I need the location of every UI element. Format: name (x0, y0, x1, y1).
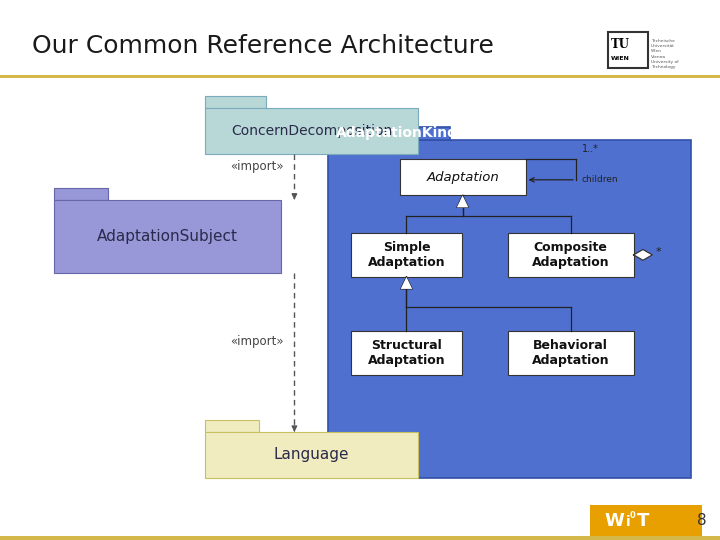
Text: T: T (636, 511, 649, 530)
Text: Our Common Reference Architecture: Our Common Reference Architecture (32, 34, 494, 58)
Bar (54, 188, 108, 200)
Bar (205, 96, 266, 108)
Text: Behavioral
Adaptation: Behavioral Adaptation (532, 339, 609, 367)
Bar (400, 159, 526, 195)
Text: Structural
Adaptation: Structural Adaptation (368, 339, 445, 367)
Bar (0, 75, 720, 78)
Text: «import»: «import» (230, 159, 284, 173)
Bar (0, 536, 720, 540)
Text: Composite
Adaptation: Composite Adaptation (532, 241, 609, 269)
Text: Simple
Adaptation: Simple Adaptation (368, 241, 445, 269)
Text: i: i (626, 515, 631, 529)
Text: children: children (582, 176, 618, 184)
Bar (508, 331, 634, 375)
Bar (351, 331, 462, 375)
Text: W: W (604, 511, 624, 530)
Polygon shape (457, 195, 469, 207)
Text: *: * (656, 247, 662, 257)
Bar (205, 108, 418, 154)
Text: AdaptationKind: AdaptationKind (336, 126, 458, 140)
Polygon shape (634, 249, 652, 260)
Bar (508, 233, 634, 277)
Text: Adaptation: Adaptation (426, 171, 499, 184)
Bar (351, 233, 462, 277)
Text: «import»: «import» (230, 335, 284, 348)
Text: 1..*: 1..* (582, 144, 598, 154)
Text: Language: Language (274, 448, 349, 462)
Bar (328, 140, 691, 478)
Text: 0: 0 (629, 511, 635, 519)
Bar (590, 505, 702, 536)
Text: AdaptationSubject: AdaptationSubject (97, 229, 238, 244)
Text: Vienna
University of
Technology: Vienna University of Technology (651, 55, 679, 69)
Text: 8: 8 (697, 513, 707, 528)
Bar (205, 420, 259, 432)
Bar (328, 127, 450, 140)
Text: ConcernDecomposition: ConcernDecomposition (231, 124, 392, 138)
Bar (54, 200, 281, 273)
Text: TU: TU (611, 38, 629, 51)
Text: Technische
Universität
Wien: Technische Universität Wien (651, 39, 675, 53)
Polygon shape (400, 277, 412, 289)
Text: WIEN: WIEN (611, 56, 629, 61)
Bar (608, 32, 648, 68)
Bar (205, 432, 418, 478)
